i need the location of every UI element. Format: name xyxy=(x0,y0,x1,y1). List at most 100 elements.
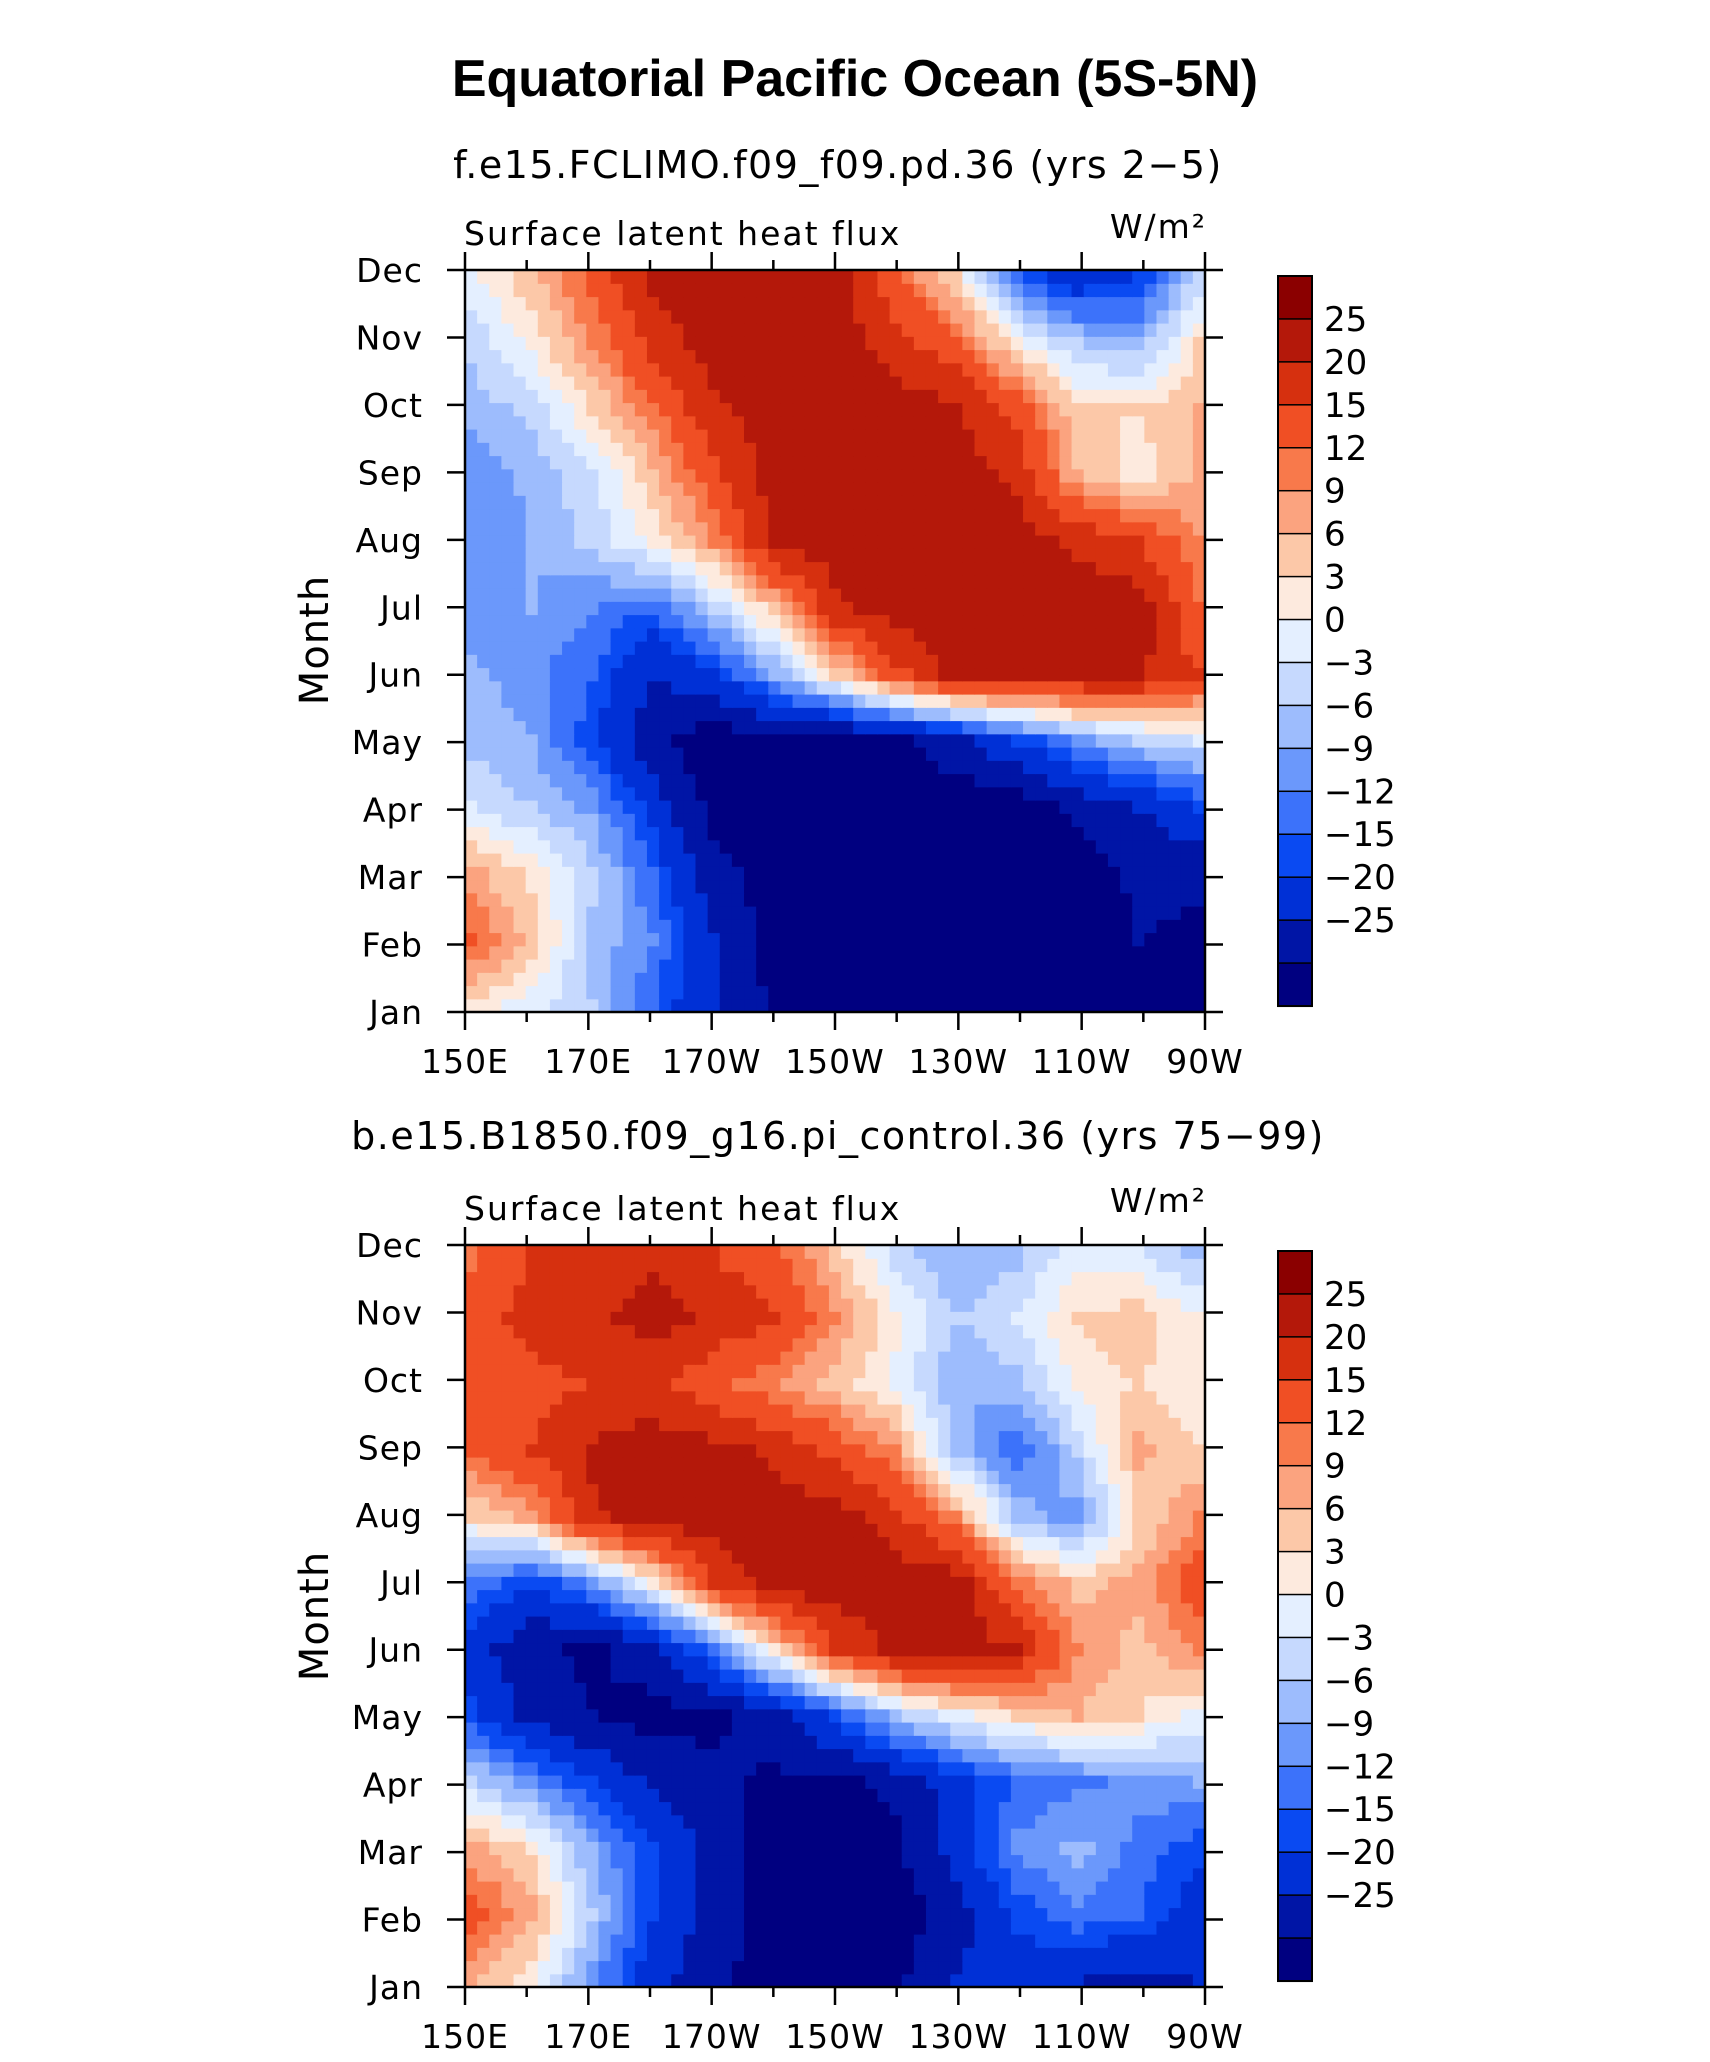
heatmap-cell xyxy=(1047,680,1061,695)
heatmap-cell xyxy=(986,1669,1000,1683)
heatmap-cell xyxy=(828,680,842,695)
heatmap-cell xyxy=(501,667,515,682)
heatmap-cell xyxy=(998,800,1012,814)
heatmap-cell xyxy=(1010,1695,1024,1710)
heatmap-cell xyxy=(671,879,684,894)
heatmap-cell xyxy=(1010,879,1024,894)
heatmap-cell xyxy=(938,1722,951,1736)
heatmap-cell xyxy=(1156,1854,1170,1869)
heatmap-cell xyxy=(659,919,672,934)
heatmap-cell xyxy=(1180,601,1194,616)
heatmap-cell xyxy=(1083,1841,1097,1856)
heatmap-cell xyxy=(671,336,684,351)
heatmap-cell xyxy=(1168,773,1182,788)
heatmap-cell xyxy=(804,468,818,483)
heatmap-cell xyxy=(1120,309,1133,324)
heatmap-cell xyxy=(986,601,1000,616)
heatmap-cell xyxy=(562,733,575,748)
heatmap-cell xyxy=(1095,508,1109,523)
heatmap-cell xyxy=(1192,389,1206,404)
heatmap-cell xyxy=(731,1867,745,1882)
heatmap-cell xyxy=(1095,998,1109,1013)
heatmap-cell xyxy=(1095,1907,1109,1922)
heatmap-cell xyxy=(683,614,697,629)
heatmap-cell xyxy=(719,1854,733,1869)
heatmap-cell xyxy=(671,402,684,417)
heatmap-cell xyxy=(744,667,757,682)
heatmap-cell xyxy=(465,415,478,430)
heatmap-cell xyxy=(877,1775,891,1789)
heatmap-cell xyxy=(489,323,502,337)
heatmap-cell xyxy=(1107,879,1121,894)
heatmap-cell xyxy=(1047,747,1061,761)
heatmap-cell xyxy=(465,627,478,642)
heatmap-cell xyxy=(950,336,963,351)
heatmap-cell xyxy=(889,853,903,867)
heatmap-cell xyxy=(816,561,830,576)
heatmap-cell xyxy=(828,1973,842,1988)
heatmap-cell xyxy=(816,336,830,351)
heatmap-cell xyxy=(1047,919,1061,934)
heatmap-cell xyxy=(562,720,575,735)
heatmap-cell xyxy=(756,720,769,735)
heatmap-cell xyxy=(913,945,927,960)
heatmap-cell xyxy=(792,588,806,602)
heatmap-cell xyxy=(816,548,830,563)
heatmap-cell xyxy=(962,521,976,536)
heatmap-cell xyxy=(598,932,612,947)
heatmap-cell xyxy=(1071,482,1085,496)
heatmap-cell xyxy=(998,389,1012,404)
heatmap-cell xyxy=(768,1867,782,1882)
heatmap-cell xyxy=(1095,919,1109,934)
heatmap-cell xyxy=(998,786,1012,801)
heatmap-cell xyxy=(974,1761,988,1776)
heatmap-cell xyxy=(1047,349,1061,364)
heatmap-cell xyxy=(659,468,672,483)
heatmap-cell xyxy=(901,309,915,324)
heatmap-cell xyxy=(1144,707,1158,722)
heatmap-cell xyxy=(841,574,854,589)
heatmap-cell xyxy=(1010,495,1024,510)
heatmap-cell xyxy=(646,1735,660,1750)
heatmap-cell xyxy=(513,1775,527,1789)
heatmap-cell xyxy=(610,1788,624,1803)
heatmap-cell xyxy=(501,309,515,324)
heatmap-cell xyxy=(465,535,478,549)
heatmap-cell xyxy=(586,548,600,563)
heatmap-cell xyxy=(695,1907,709,1922)
heatmap-cell xyxy=(744,362,757,377)
heatmap-cell xyxy=(913,1907,927,1922)
heatmap-cell xyxy=(828,1722,842,1736)
heatmap-cell xyxy=(719,1894,733,1909)
heatmap-cell xyxy=(780,1828,794,1842)
heatmap-cell xyxy=(1192,1761,1206,1776)
heatmap-cell xyxy=(1083,1775,1097,1789)
heatmap-cell xyxy=(598,323,612,337)
heatmap-cell xyxy=(549,879,563,894)
heatmap-cell xyxy=(816,654,830,669)
heatmap-cell xyxy=(562,1854,575,1869)
heatmap-cell xyxy=(1168,720,1182,735)
heatmap-cell xyxy=(477,1669,490,1683)
heatmap-cell xyxy=(889,919,903,934)
heatmap-cell xyxy=(828,1947,842,1962)
heatmap-cell xyxy=(938,535,951,549)
heatmap-cell xyxy=(671,694,684,708)
heatmap-cell xyxy=(804,800,818,814)
heatmap-cell xyxy=(489,1814,502,1829)
heatmap-cell xyxy=(950,1960,963,1975)
heatmap-cell xyxy=(1095,892,1109,907)
heatmap-cell xyxy=(877,892,891,907)
heatmap-cell xyxy=(925,349,939,364)
heatmap-cell xyxy=(889,270,903,284)
heatmap-cell xyxy=(501,1947,515,1962)
heatmap-cell xyxy=(1180,482,1194,496)
heatmap-cell xyxy=(1023,415,1036,430)
heatmap-cell xyxy=(744,349,757,364)
heatmap-cell xyxy=(889,1722,903,1736)
heatmap-cell xyxy=(1010,468,1024,483)
heatmap-cell xyxy=(841,1854,854,1869)
heatmap-cell xyxy=(828,1695,842,1710)
heatmap-cell xyxy=(938,349,951,364)
heatmap-cell xyxy=(634,853,648,867)
